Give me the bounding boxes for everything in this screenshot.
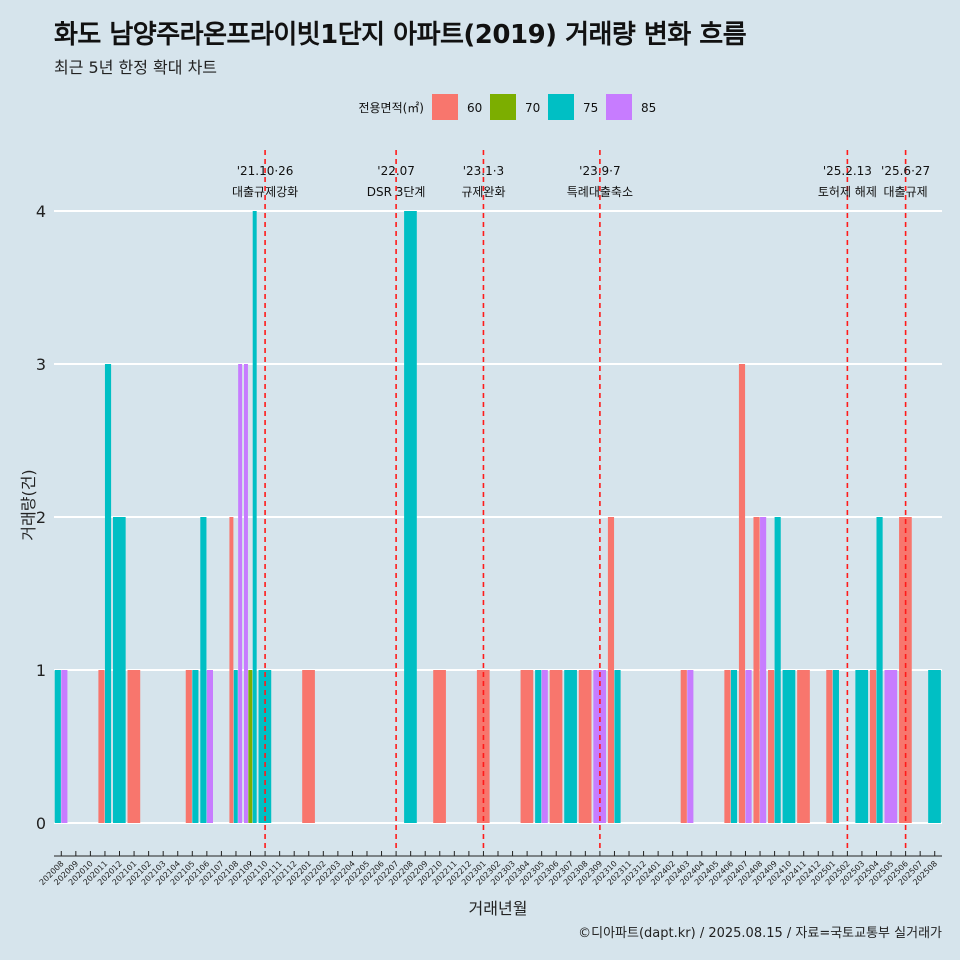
bar-202409-60: [768, 670, 775, 823]
bar-202310-75: [614, 670, 621, 823]
y-tick-label: 4: [36, 202, 46, 221]
bar-202504-60: [869, 670, 877, 823]
bar-202210-60: [433, 670, 446, 823]
chart-title: 화도 남양주라온프라이빗1단지 아파트(2019) 거래량 변화 흐름: [54, 20, 747, 50]
annotation-date: '25.2.13: [823, 164, 872, 178]
annotation-date: '25.6·27: [881, 164, 930, 178]
bar-202106-75: [200, 517, 207, 823]
legend-swatch-85: [606, 94, 632, 120]
bars: [54, 211, 941, 823]
annotation-label: 대출규제: [884, 185, 928, 199]
bar-202308-60: [578, 670, 592, 823]
chart-caption: ©디아파트(dapt.kr) / 2025.08.15 / 자료=국토교통부 실…: [578, 926, 942, 941]
bar-202411-60: [797, 670, 810, 823]
bar-202310-60: [607, 517, 615, 823]
legend: 전용면적(㎡) 60 70 75 85: [358, 94, 656, 120]
bar-202109-70: [248, 670, 253, 823]
bar-202106-85: [206, 670, 214, 823]
bar-202501-60: [826, 670, 833, 823]
bar-202012-75: [112, 517, 126, 823]
legend-entry: 70: [525, 101, 540, 115]
bar-202508-75: [928, 670, 941, 823]
annotation-label: DSR 3단계: [367, 185, 426, 199]
bar-202406-75: [730, 670, 738, 823]
bar-202409-75: [774, 517, 781, 823]
bar-202408-60: [753, 517, 760, 823]
bar-202403-60: [680, 670, 687, 823]
bar-202306-60: [549, 670, 563, 823]
bar-202506-60: [899, 517, 912, 823]
bar-202408-85: [760, 517, 767, 823]
bar-202108-75: [233, 670, 238, 823]
legend-entry: 85: [641, 101, 656, 115]
bar-202403-85: [687, 670, 694, 823]
bar-202109-85: [243, 364, 248, 823]
annotation-label: 규제완화: [461, 185, 505, 199]
bar-202407-85: [745, 670, 752, 823]
bar-202008-75: [54, 670, 61, 823]
legend-title: 전용면적(㎡): [358, 101, 424, 115]
bar-202208-75: [404, 211, 417, 823]
bar-202406-60: [724, 670, 731, 823]
annotation-label: 특례대출축소: [567, 185, 633, 199]
y-axis-title: 거래량(건): [19, 469, 38, 540]
legend-swatch-60: [432, 94, 458, 120]
bar-202503-75: [855, 670, 869, 823]
bar-202108-85: [238, 364, 243, 823]
bar-202410-75: [782, 670, 796, 823]
annotation-label: 대출규제강화: [232, 185, 298, 199]
bar-202505-85: [884, 670, 898, 823]
legend-entry: 75: [583, 101, 598, 115]
annotation-date: '22.07: [377, 164, 415, 178]
bar-202307-75: [564, 670, 577, 823]
bar-202101-60: [127, 670, 141, 823]
bar-202109-75: [252, 211, 257, 823]
bar-202008-85: [61, 670, 68, 823]
bar-202201-60: [302, 670, 315, 823]
annotation-date: '23.9·7: [579, 164, 620, 178]
bar-202105-60: [185, 670, 192, 823]
y-tick-label: 1: [36, 661, 46, 680]
x-axis-title: 거래년월: [469, 899, 528, 918]
bar-202501-75: [832, 670, 839, 823]
legend-swatch-70: [490, 94, 516, 120]
y-tick-label: 2: [36, 508, 46, 527]
annotation-date: '21.10·26: [237, 164, 294, 178]
bar-202105-75: [192, 670, 199, 823]
y-tick-label: 0: [36, 814, 46, 833]
bar-202011-75: [104, 364, 112, 823]
legend-entry: 60: [467, 101, 482, 115]
annotation-lines: '21.10·26 대출규제강화 '22.07 DSR 3단계 '23.1·3 규제완화 '…: [232, 150, 930, 848]
chart-subtitle: 최근 5년 한정 확대 차트: [54, 58, 218, 77]
annotation-date: '23.1·3: [463, 164, 504, 178]
legend-swatch-75: [548, 94, 574, 120]
bar-202504-75: [876, 517, 883, 823]
bar-202011-60: [98, 670, 105, 823]
bar-202305-85: [541, 670, 548, 823]
bar-202305-75: [535, 670, 542, 823]
y-tick-label: 3: [36, 355, 46, 374]
bar-202304-60: [520, 670, 534, 823]
annotation-label: 토허제 해제: [818, 185, 877, 199]
bar-202407-60: [738, 364, 746, 823]
bar-202108-60: [229, 517, 234, 823]
